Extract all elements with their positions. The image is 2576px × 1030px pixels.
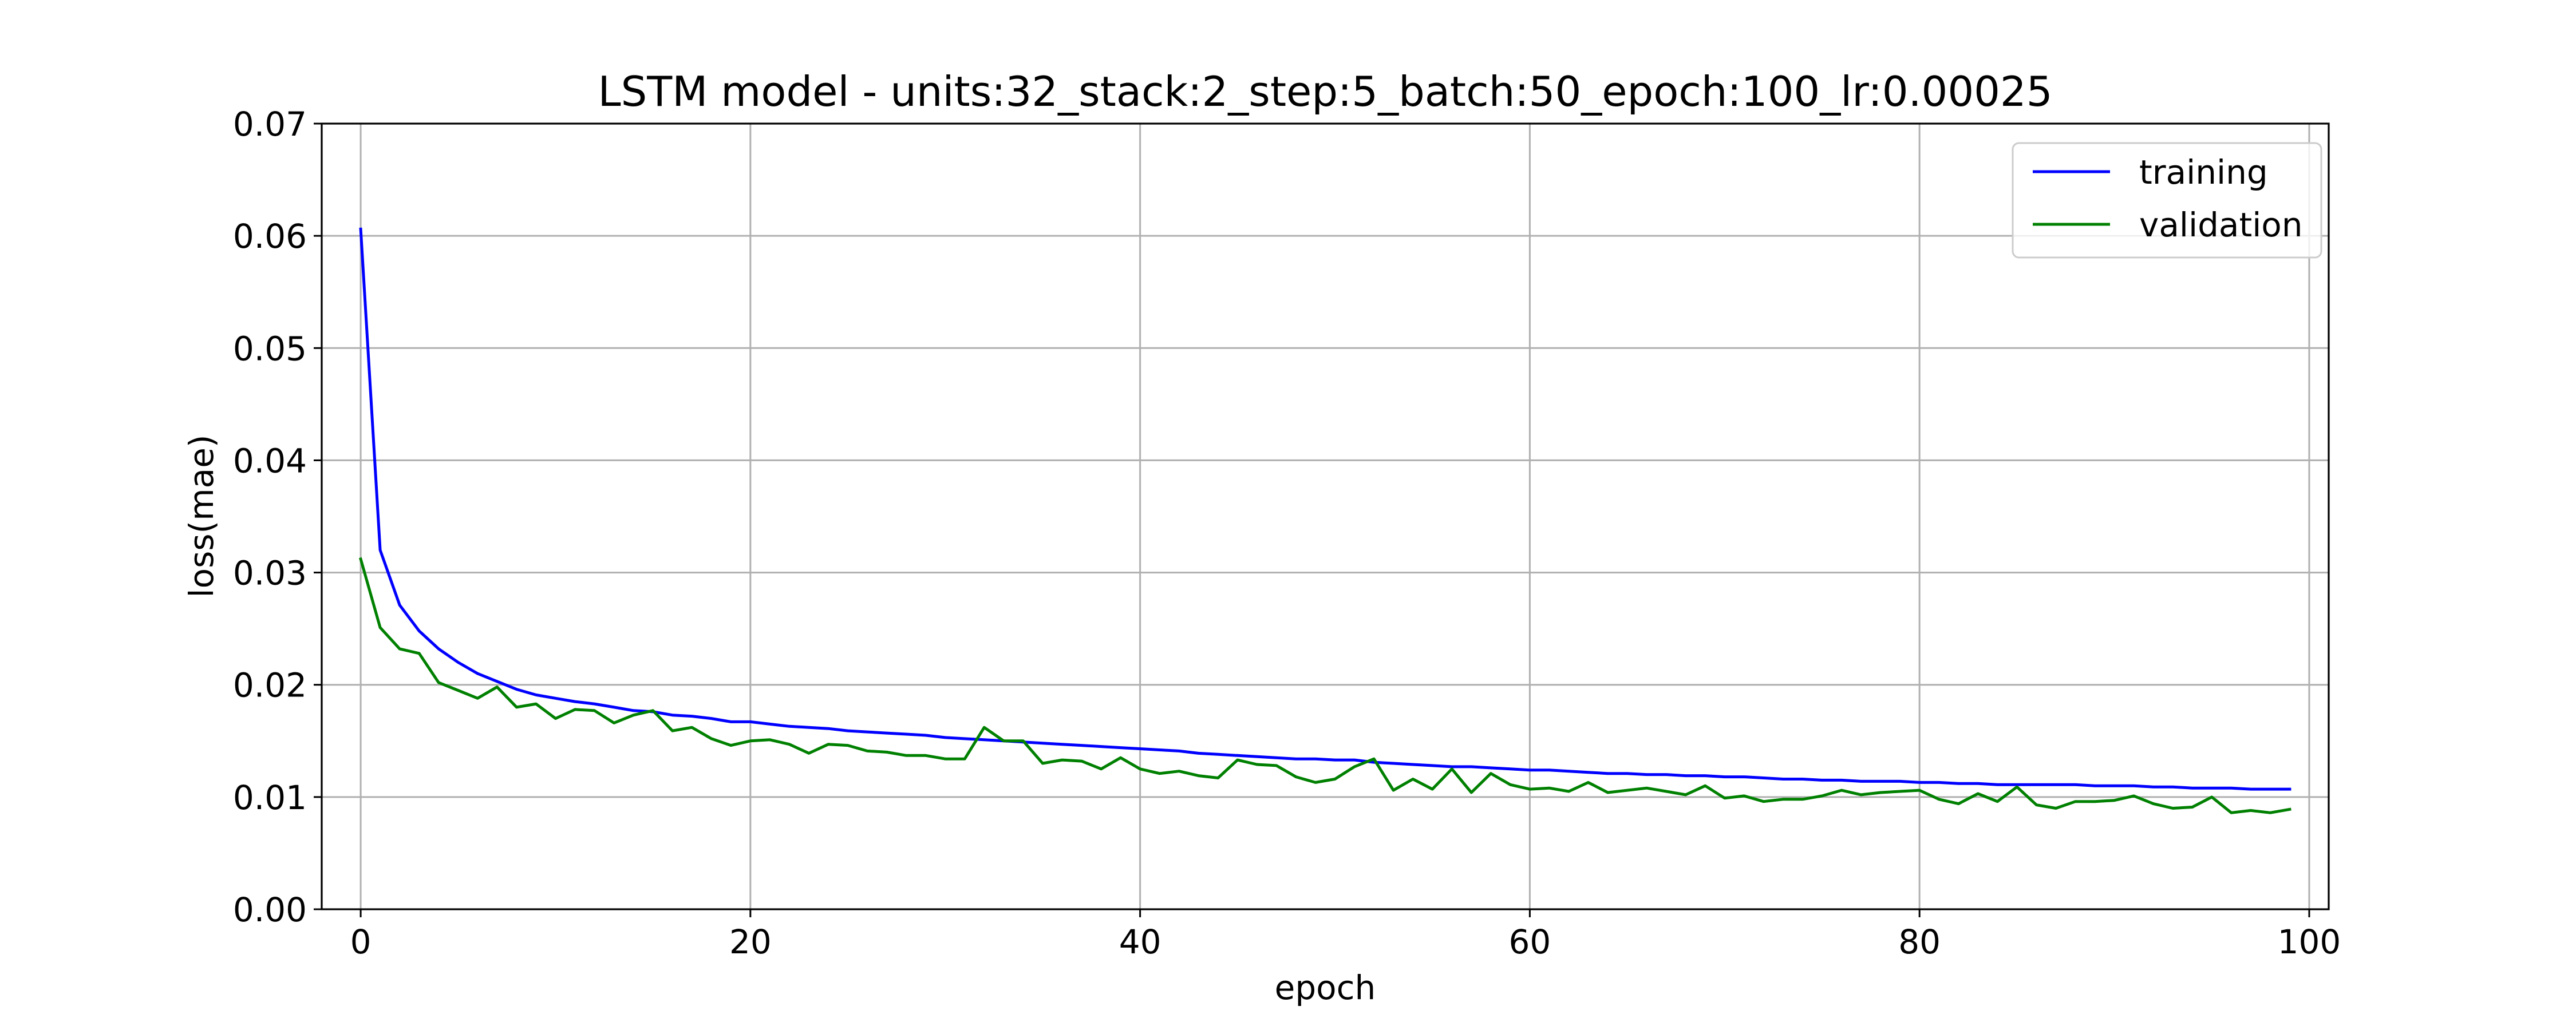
y-tick-label: 0.01 [233,778,307,817]
legend-label-training: training [2139,153,2268,192]
chart-title: LSTM model - units:32_stack:2_step:5_bat… [598,68,2052,116]
x-axis-label: epoch [1275,968,1376,1007]
y-tick-label: 0.06 [233,217,307,256]
y-tick-label: 0.04 [233,441,307,480]
plot-frame [321,122,2330,910]
series-line-training [359,227,2291,791]
y-tick-label: 0.03 [233,554,307,593]
x-tick-label: 100 [2278,922,2341,961]
y-tick-label: 0.07 [233,105,307,144]
y-tick-label: 0.05 [233,329,307,368]
x-tick-label: 60 [1509,922,1551,961]
x-tick-label: 0 [350,922,372,961]
legend-label-validation: validation [2139,205,2303,244]
y-tick-label: 0.00 [233,890,307,929]
x-tick-label: 80 [1898,922,1941,961]
series-line-validation [359,557,2291,814]
y-axis-label: loss(mae) [182,434,221,597]
x-tick-label: 20 [729,922,772,961]
legend: training validation [2012,142,2322,259]
axis-ticks: 0 20 40 60 80 100 0.00 0.01 0.02 0.03 0.04 0.05 0.06… [233,105,2341,961]
data-series [359,227,2291,814]
x-tick-label: 40 [1119,922,1161,961]
y-tick-label: 0.02 [233,666,307,705]
